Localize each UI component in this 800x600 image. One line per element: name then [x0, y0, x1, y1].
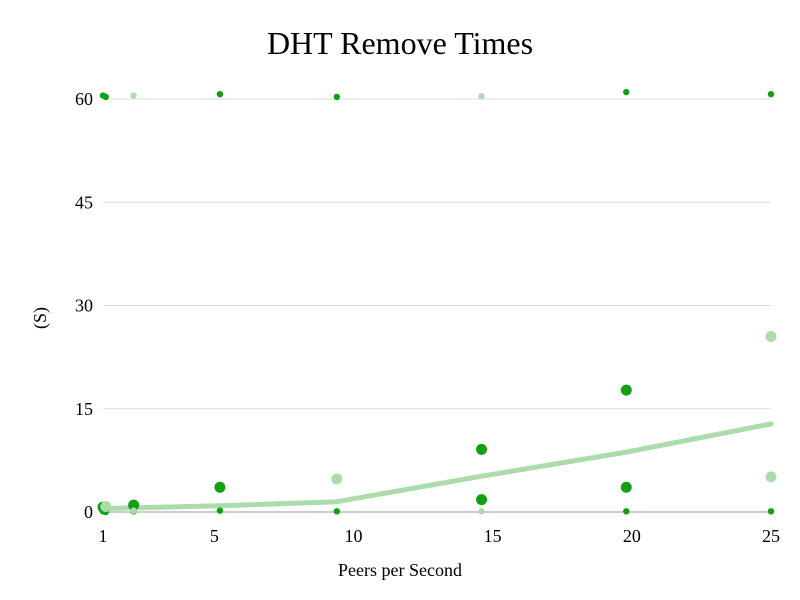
series-0-point-2	[214, 481, 226, 493]
series-3-point-1	[478, 93, 485, 100]
series-1-point-5	[767, 90, 775, 98]
x-tick-label-10: 10	[345, 526, 363, 546]
series-2-point-0	[100, 500, 112, 512]
y-tick-label-60: 60	[75, 89, 93, 109]
series-1-point-2	[216, 90, 224, 98]
x-tick-label-1: 1	[99, 526, 108, 546]
y-tick-labels: 0 15 30 45 60	[75, 89, 93, 522]
y-tick-label-30: 30	[75, 296, 93, 316]
y-tick-label-0: 0	[84, 502, 93, 522]
x-axis-label: Peers per Second	[338, 560, 462, 580]
series-1-point-12	[767, 508, 775, 515]
series-1-point-9	[216, 507, 224, 514]
series-2-point-3	[765, 471, 777, 483]
y-tick-label-15: 15	[75, 399, 93, 419]
series-0-point-4	[476, 494, 488, 506]
series-1-point-10	[333, 508, 340, 515]
series-3-point-0	[130, 92, 137, 99]
x-tick-label-25: 25	[762, 526, 780, 546]
series-1-point-1	[102, 93, 109, 101]
x-tick-label-15: 15	[484, 526, 502, 546]
series-3-point-3	[130, 507, 137, 514]
series-3-point-2	[478, 508, 485, 515]
grid-lines	[103, 98, 771, 410]
chart-title: DHT Remove Times	[267, 25, 533, 61]
y-tick-label-45: 45	[75, 192, 93, 212]
series-0-point-5	[620, 384, 632, 396]
series-0-point-1	[128, 499, 140, 511]
series-2-point-2	[765, 330, 777, 342]
series-1-point-4	[623, 88, 630, 96]
series-1-point-3	[333, 93, 340, 101]
series-2-point-1	[331, 473, 343, 485]
x-tick-label-5: 5	[210, 526, 219, 546]
series-0-point-3	[476, 443, 488, 455]
series-4-line	[100, 421, 774, 512]
data-points	[97, 88, 777, 516]
series-0-point-6	[620, 481, 632, 493]
trend-lines	[100, 421, 774, 512]
series-1-point-11	[623, 508, 630, 515]
x-tick-label-20: 20	[623, 526, 641, 546]
y-axis-label: (S)	[30, 307, 51, 329]
x-tick-labels: 1 5 10 15 20 25	[99, 526, 781, 546]
